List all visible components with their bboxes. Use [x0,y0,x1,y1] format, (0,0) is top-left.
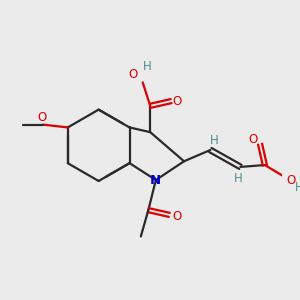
Text: O: O [173,95,182,108]
Text: O: O [129,68,138,81]
Text: O: O [286,174,296,187]
Text: O: O [38,111,47,124]
Text: O: O [172,210,181,223]
Text: H: H [234,172,243,185]
Text: O: O [248,133,257,146]
Text: H: H [143,60,152,73]
Text: N: N [149,175,161,188]
Text: H: H [210,134,218,147]
Text: H: H [295,181,300,194]
